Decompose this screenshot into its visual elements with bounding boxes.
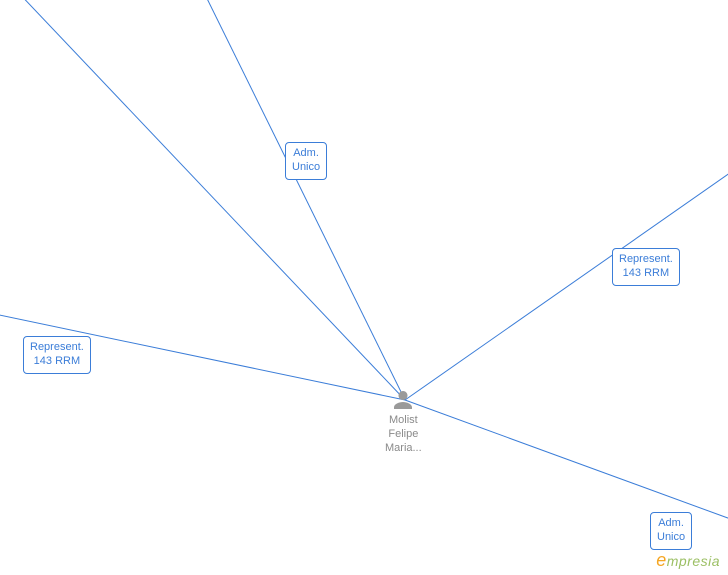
watermark-rest: mpresia — [667, 553, 720, 569]
edge-label-e2[interactable]: Adm. Unico — [285, 142, 327, 180]
watermark-lead: e — [656, 550, 667, 570]
edge-e2 — [188, 0, 405, 400]
edges-layer — [0, 0, 728, 575]
edge-label-e3[interactable]: Represent. 143 RRM — [612, 248, 680, 286]
center-person-node[interactable]: Molist Felipe Maria... — [385, 388, 422, 455]
person-icon — [391, 388, 415, 412]
network-canvas: Adm. Unico Represent. 143 RRM Represent. 1… — [0, 0, 728, 575]
edge-label-e5[interactable]: Adm. Unico — [650, 512, 692, 550]
edge-label-e4[interactable]: Represent. 143 RRM — [23, 336, 91, 374]
watermark-logo: empresia — [656, 550, 720, 571]
center-node-label: Molist Felipe Maria... — [385, 414, 422, 455]
